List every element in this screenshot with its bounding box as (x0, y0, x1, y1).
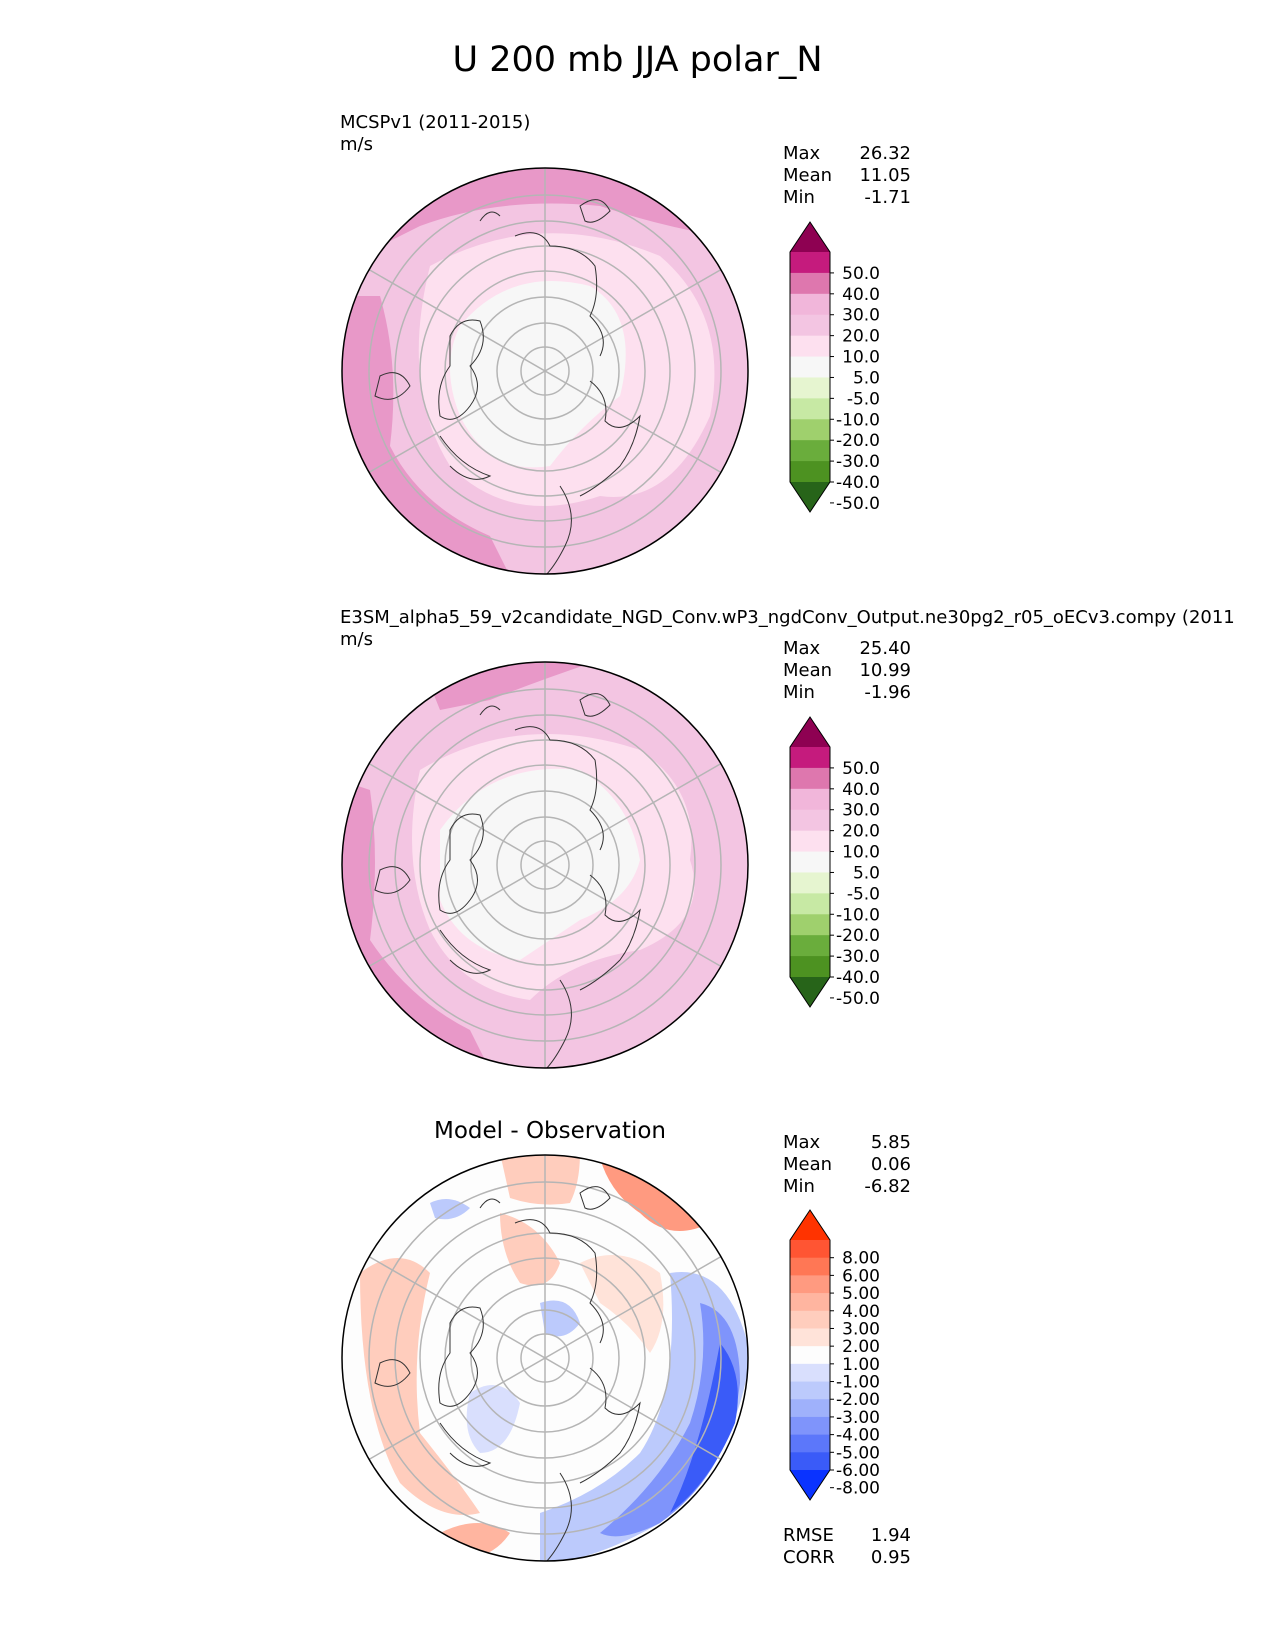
colorbar-tick-label: 5.00 (842, 1284, 880, 1304)
colorbar-tick-label: -50.0 (836, 989, 880, 1009)
colorbar-segment (790, 914, 830, 936)
colorbar-tick-label: -6.00 (836, 1461, 880, 1481)
colorbar-segment (790, 440, 830, 462)
colorbar-segment (790, 356, 830, 378)
colorbar-extend-bottom (790, 482, 830, 512)
colorbar-segment (790, 893, 830, 915)
colorbar-segment (790, 830, 830, 853)
colorbar-extend-top (790, 717, 830, 747)
colorbar-segment (790, 314, 830, 337)
colorbar-tick-label: 40.0 (842, 780, 880, 800)
panel-3-stats: Max 5.85 Mean 0.06 Min -6.82 (783, 1132, 911, 1197)
colorbar-extend-bottom (790, 1470, 830, 1500)
colorbar-segment (790, 1346, 830, 1365)
colorbar-tick-label: -10.0 (836, 410, 880, 430)
colorbar-segment (790, 398, 830, 420)
colorbar-tick-label: -2.00 (836, 1390, 880, 1410)
colorbar-segment (790, 1363, 830, 1383)
colorbar-segment (790, 377, 830, 399)
colorbar-tick-label: 8.00 (842, 1249, 880, 1269)
panel-1-polar-map (341, 167, 749, 575)
colorbar-segment (790, 272, 830, 295)
colorbar-segment (790, 1452, 830, 1471)
colorbar-tick-label: -4.00 (836, 1426, 880, 1446)
panel-1-stats: Max 26.32 Mean 11.05 Min -1.71 (783, 143, 911, 208)
colorbar-tick-label: 6.00 (842, 1266, 880, 1286)
colorbar-extend-bottom (790, 977, 830, 1007)
panel-2-colorbar: 50.040.030.020.010.05.0-5.0-10.0-20.0-30… (789, 716, 880, 1009)
colorbar-tick-label: 50.0 (842, 264, 880, 284)
panel-2-stats: Max 25.40 Mean 10.99 Min -1.96 (783, 638, 911, 703)
colorbar-extend-top (790, 1210, 830, 1240)
colorbar-tick-label: 20.0 (842, 327, 880, 347)
panel-2-units: m/s (340, 629, 373, 650)
colorbar-segment (790, 1416, 830, 1436)
colorbar-segment (790, 956, 830, 978)
panel-3-title: Model - Observation (433, 1118, 667, 1144)
panel-1-title: MCSPv1 (2011-2015) (340, 112, 531, 133)
colorbar-segment (790, 1240, 830, 1259)
colorbar-tick-label: -50.0 (836, 494, 880, 514)
colorbar-tick-label: -5.0 (847, 389, 880, 409)
colorbar-tick-label: 20.0 (842, 822, 880, 842)
colorbar-tick-label: 2.00 (842, 1337, 880, 1357)
colorbar-segment (790, 809, 830, 832)
panel-2-title: E3SM_alpha5_59_v2candidate_NGD_Conv.wP3_… (340, 607, 1235, 628)
colorbar-segment (790, 1257, 830, 1276)
colorbar-tick-label: -3.00 (836, 1408, 880, 1428)
colorbar-tick-label: -5.0 (847, 884, 880, 904)
colorbar-tick-label: 40.0 (842, 285, 880, 305)
colorbar-segment (790, 293, 830, 316)
colorbar-segment (790, 1310, 830, 1329)
colorbar-tick-label: -8.00 (836, 1479, 880, 1499)
colorbar-tick-label: -30.0 (836, 947, 880, 967)
colorbar-tick-label: -30.0 (836, 452, 880, 472)
colorbar-tick-label: -10.0 (836, 905, 880, 925)
colorbar-segment (790, 1399, 830, 1418)
colorbar-tick-label: 3.00 (842, 1319, 880, 1339)
colorbar-segment (790, 252, 830, 274)
colorbar-tick-label: -20.0 (836, 431, 880, 451)
colorbar-extend-top (790, 222, 830, 252)
colorbar-segment (790, 1328, 830, 1347)
colorbar-tick-label: 10.0 (842, 843, 880, 863)
panel-3-metrics: RMSE 1.94 CORR 0.95 (783, 1525, 911, 1568)
panel-2-polar-map (341, 661, 749, 1069)
colorbar-segment (790, 851, 830, 873)
colorbar-segment (790, 1293, 830, 1312)
colorbar-tick-label: 30.0 (842, 306, 880, 326)
colorbar-segment (790, 419, 830, 441)
colorbar-tick-label: -5.00 (836, 1443, 880, 1463)
colorbar-segment (790, 461, 830, 483)
colorbar-segment (790, 1434, 830, 1453)
colorbar-tick-label: -40.0 (836, 473, 880, 493)
colorbar-tick-label: -40.0 (836, 968, 880, 988)
colorbar-segment (790, 1381, 830, 1400)
colorbar-tick-label: 5.0 (853, 368, 880, 388)
colorbar-segment (790, 872, 830, 894)
colorbar-segment (790, 1275, 830, 1294)
colorbar-tick-label: -1.00 (836, 1373, 880, 1393)
panel-3-polar-map (341, 1154, 749, 1562)
colorbar-segment (790, 788, 830, 811)
colorbar-tick-label: -20.0 (836, 926, 880, 946)
colorbar-tick-label: 4.00 (842, 1302, 880, 1322)
colorbar-tick-label: 5.0 (853, 863, 880, 883)
colorbar-tick-label: 1.00 (842, 1355, 880, 1375)
colorbar-tick-label: 50.0 (842, 759, 880, 779)
colorbar-segment (790, 747, 830, 769)
panel-1-colorbar: 50.040.030.020.010.05.0-5.0-10.0-20.0-30… (789, 221, 880, 514)
panel-3-colorbar: 8.006.005.004.003.002.001.00-1.00-2.00-3… (789, 1209, 880, 1501)
colorbar-segment (790, 935, 830, 957)
colorbar-segment (790, 767, 830, 790)
colorbar-tick-label: 10.0 (842, 348, 880, 368)
colorbar-tick-label: 30.0 (842, 801, 880, 821)
figure-title: U 200 mb JJA polar_N (452, 40, 823, 80)
colorbar-segment (790, 335, 830, 358)
panel-1-units: m/s (340, 134, 373, 155)
